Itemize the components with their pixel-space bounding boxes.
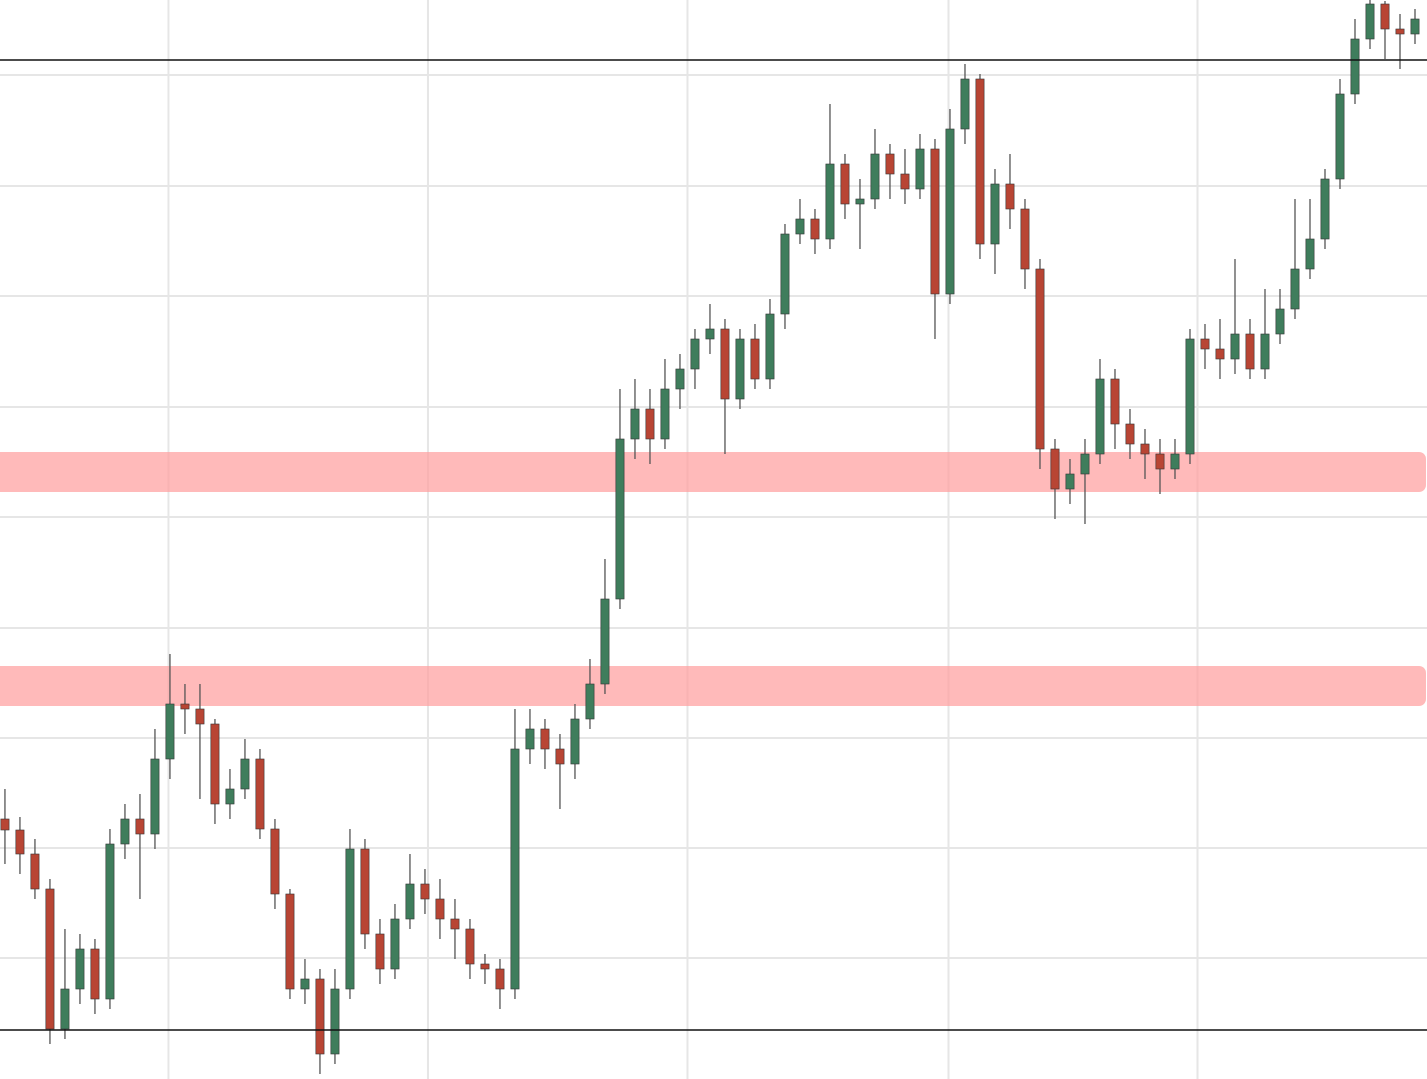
candle-body	[45, 888, 55, 1030]
candle-body	[390, 918, 400, 970]
candle-body	[1050, 448, 1060, 490]
candle-body	[960, 78, 970, 130]
candle-body	[1035, 268, 1045, 450]
candle-body	[510, 748, 520, 990]
candle-body	[1155, 453, 1165, 470]
candle-body	[735, 338, 745, 400]
candle-body	[270, 828, 280, 895]
candle-body	[570, 718, 580, 765]
candle-body	[690, 338, 700, 370]
candle-body	[1125, 423, 1135, 445]
candle-body	[90, 948, 100, 1000]
candle-body	[15, 829, 25, 855]
candle-body	[945, 128, 955, 295]
candle-body	[540, 728, 550, 750]
candle-body	[795, 218, 805, 235]
candle-body	[975, 78, 985, 245]
candle-body	[1020, 208, 1030, 270]
candle-body	[720, 328, 730, 400]
candle-body	[135, 818, 145, 835]
candle-body	[1185, 338, 1195, 455]
candle-body	[1170, 453, 1180, 470]
candle-body	[180, 703, 190, 710]
candle-body	[1215, 348, 1225, 360]
candle-body	[1305, 238, 1315, 270]
zone	[0, 666, 1426, 706]
candle-body	[435, 898, 445, 920]
candle-body	[450, 918, 460, 930]
candle-body	[150, 758, 160, 835]
candle-body	[120, 818, 130, 845]
candle-body	[30, 853, 40, 890]
candle-body	[0, 818, 10, 831]
candle-body	[1200, 338, 1210, 350]
candle-body	[300, 978, 310, 990]
candle-body	[1005, 183, 1015, 210]
candle-body	[585, 683, 595, 720]
candle-body	[405, 883, 415, 920]
candle-body	[1245, 333, 1255, 370]
candle-body	[555, 748, 565, 765]
candle-body	[1260, 333, 1270, 370]
candle-body	[315, 978, 325, 1055]
candle-body	[840, 163, 850, 205]
candle-body	[60, 988, 70, 1030]
candle-body	[675, 368, 685, 390]
candle-body	[600, 598, 610, 685]
candle-body	[105, 843, 115, 1000]
candle-body	[1290, 268, 1300, 310]
candle-body	[990, 183, 1000, 245]
candle-body	[885, 153, 895, 175]
candle-body	[615, 438, 625, 600]
candle-body	[330, 988, 340, 1055]
zone	[0, 452, 1426, 492]
candle-body	[705, 328, 715, 340]
candle-body	[645, 408, 655, 440]
candle-body	[225, 788, 235, 805]
candle-body	[780, 233, 790, 315]
candle-body	[1140, 443, 1150, 455]
candle-body	[630, 408, 640, 440]
candle-body	[285, 893, 295, 990]
candle-body	[75, 948, 85, 990]
candle-body	[1110, 378, 1120, 425]
candle-body	[1080, 453, 1090, 475]
candle-body	[765, 313, 775, 380]
candle-body	[810, 218, 820, 240]
candle-body	[750, 338, 760, 380]
candle-body	[900, 173, 910, 190]
candle-body	[360, 848, 370, 935]
candle-body	[1350, 38, 1360, 95]
candle-body	[1410, 18, 1420, 35]
candle-body	[525, 728, 535, 750]
candle-body	[1095, 378, 1105, 455]
candle-body	[915, 148, 925, 190]
candle-body	[1230, 333, 1240, 360]
candle-body	[660, 388, 670, 440]
candle-body	[870, 153, 880, 200]
candle-body	[345, 848, 355, 990]
candle-body	[375, 933, 385, 970]
candle-body	[165, 703, 175, 760]
candle-body	[825, 163, 835, 240]
candle-body	[465, 928, 475, 965]
candle-body	[240, 758, 250, 790]
candle-body	[1380, 3, 1390, 30]
candle-body	[1275, 308, 1285, 335]
candle-body	[1395, 28, 1405, 35]
candle-body	[420, 883, 430, 900]
candle-body	[480, 963, 490, 970]
candle-body	[1365, 3, 1375, 40]
candle-body	[855, 198, 865, 205]
candle-body	[1065, 473, 1075, 490]
candle-body	[210, 723, 220, 805]
candle-body	[930, 148, 940, 295]
candle-body	[255, 758, 265, 830]
candle-body	[1320, 178, 1330, 240]
candle-body	[495, 968, 505, 990]
candle-body	[1335, 93, 1345, 180]
candle-body	[195, 708, 205, 725]
